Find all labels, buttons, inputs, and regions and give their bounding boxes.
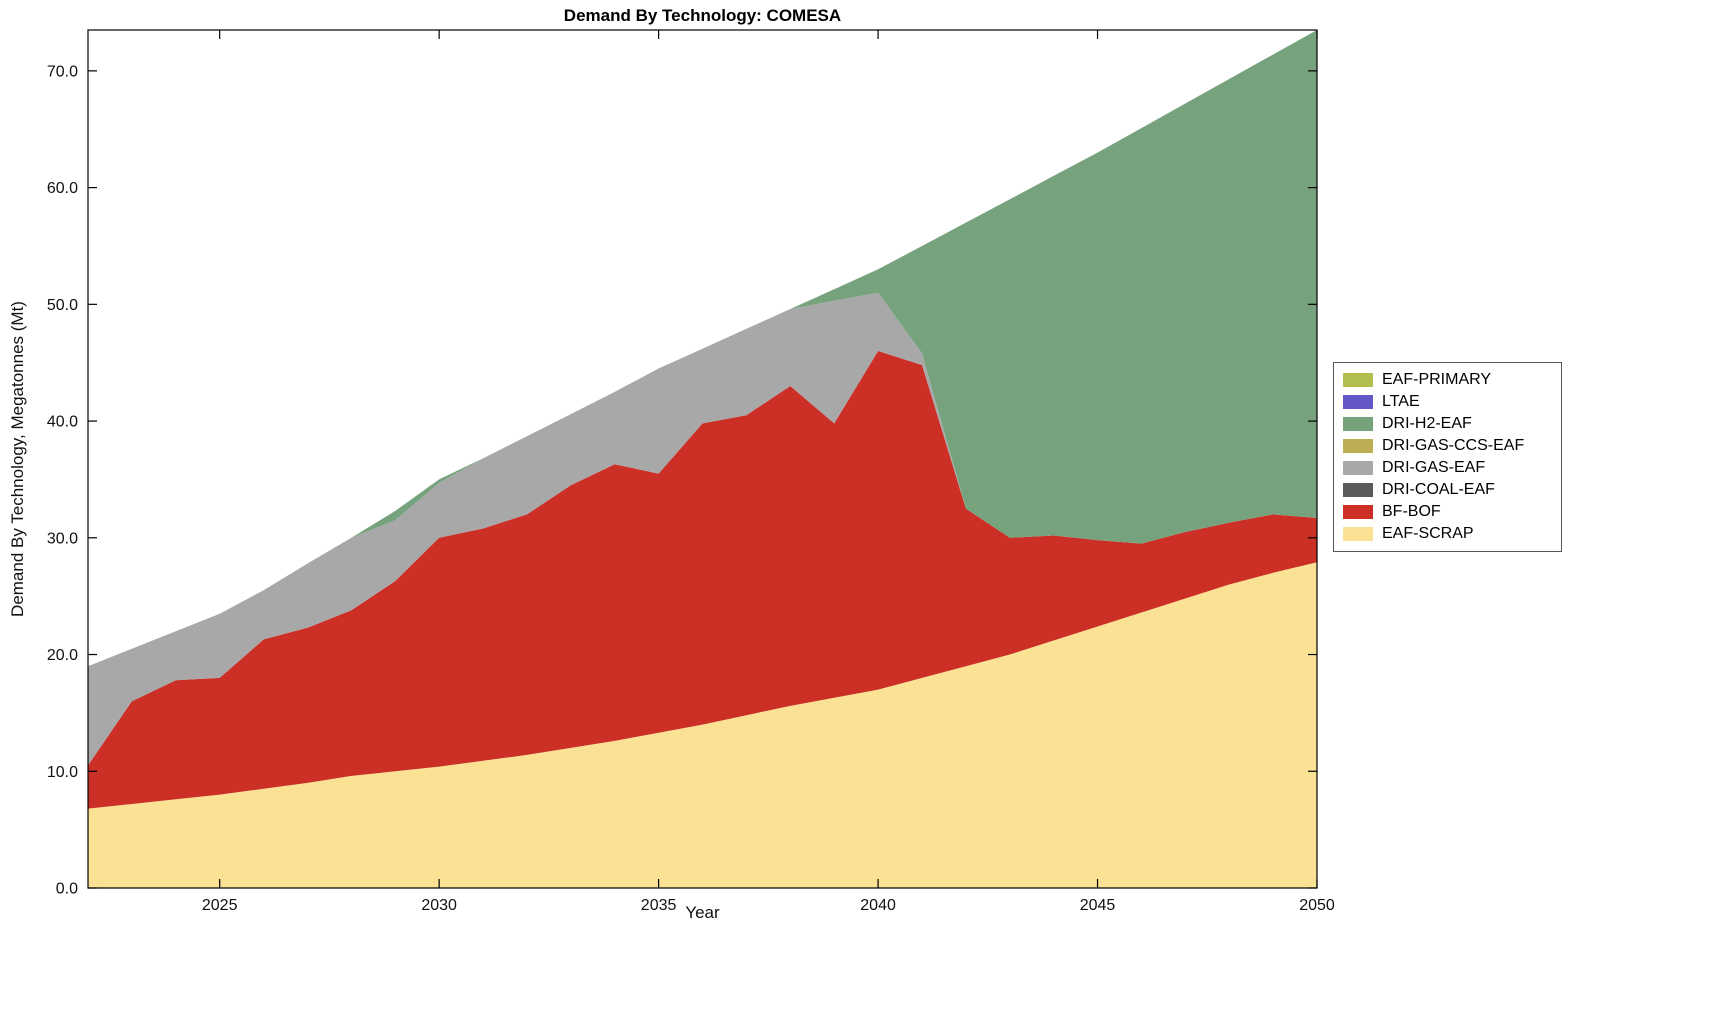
- legend-item-ltae: LTAE: [1343, 391, 1543, 413]
- y-tick-label: 70.0: [47, 63, 78, 80]
- area-bf-bof: [88, 351, 1317, 809]
- legend-swatch-dri-coal-eaf: [1343, 483, 1373, 497]
- x-tick-label: 2050: [1299, 897, 1335, 914]
- x-tick-label: 2030: [421, 897, 457, 914]
- legend-swatch-eaf-primary: [1343, 373, 1373, 387]
- legend-label: LTAE: [1382, 393, 1420, 410]
- area-eaf-scrap: [88, 562, 1317, 888]
- legend-item-eaf-scrap: EAF-SCRAP: [1343, 523, 1543, 545]
- y-tick-label: 0.0: [56, 881, 78, 898]
- legend-swatch-eaf-scrap: [1343, 527, 1373, 541]
- y-tick-label: 30.0: [47, 530, 78, 547]
- legend-item-dri-gas-eaf: DRI-GAS-EAF: [1343, 457, 1543, 479]
- y-tick-label: 20.0: [47, 647, 78, 664]
- y-tick-label: 50.0: [47, 297, 78, 314]
- legend-swatch-bf-bof: [1343, 505, 1373, 519]
- legend-swatch-dri-gas-ccs-eaf: [1343, 439, 1373, 453]
- legend-item-dri-gas-ccs-eaf: DRI-GAS-CCS-EAF: [1343, 435, 1543, 457]
- legend-swatch-dri-h2-eaf: [1343, 417, 1373, 431]
- x-tick-label: 2035: [641, 897, 677, 914]
- chart-title: Demand By Technology: COMESA: [563, 6, 842, 25]
- legend-item-bf-bof: BF-BOF: [1343, 501, 1543, 523]
- x-axis-label: Year: [685, 903, 720, 922]
- legend: EAF-PRIMARY LTAE DRI-H2-EAF DRI-GAS-CCS-EAF…: [1333, 362, 1562, 552]
- legend-label: DRI-H2-EAF: [1382, 415, 1472, 432]
- legend-label: DRI-GAS-CCS-EAF: [1382, 437, 1525, 454]
- legend-label: BF-BOF: [1382, 503, 1441, 520]
- legend-label: EAF-SCRAP: [1382, 525, 1474, 542]
- area-dri-gas-eaf: [88, 292, 1317, 766]
- legend-label: DRI-COAL-EAF: [1382, 481, 1495, 498]
- y-tick-label: 60.0: [47, 180, 78, 197]
- legend-item-eaf-primary: EAF-PRIMARY: [1343, 369, 1543, 391]
- legend-item-dri-h2-eaf: DRI-H2-EAF: [1343, 413, 1543, 435]
- legend-item-dri-coal-eaf: DRI-COAL-EAF: [1343, 479, 1543, 501]
- legend-label: DRI-GAS-EAF: [1382, 459, 1486, 476]
- legend-swatch-dri-gas-eaf: [1343, 461, 1373, 475]
- x-tick-label: 2025: [202, 897, 238, 914]
- x-tick-label: 2045: [1080, 897, 1116, 914]
- area-dri-h2-eaf: [88, 30, 1317, 667]
- x-tick-label: 2040: [860, 897, 896, 914]
- legend-label: EAF-PRIMARY: [1382, 371, 1492, 388]
- axes-box: [87, 29, 1318, 889]
- y-tick-label: 40.0: [47, 414, 78, 431]
- y-tick-label: 10.0: [47, 764, 78, 781]
- legend-swatch-ltae: [1343, 395, 1373, 409]
